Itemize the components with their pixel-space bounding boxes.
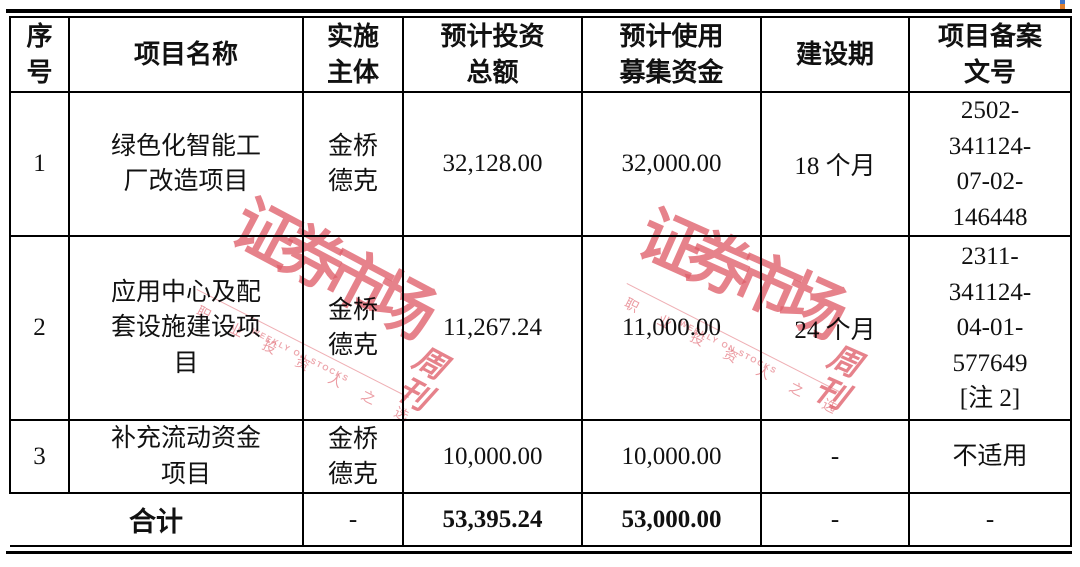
table-top-rule — [6, 9, 1072, 13]
header-total-investment: 预计投资 总额 — [402, 16, 583, 93]
cell-total-label: 合计 — [10, 492, 304, 547]
cell-raised-funds: 53,000.00 — [581, 492, 762, 547]
cell-period: 24 个月 — [760, 235, 910, 421]
table-total-row: 合计 - 53,395.24 53,000.00 - - — [10, 492, 1072, 547]
cell-project-name: 绿色化智能工 厂改造项目 — [68, 91, 304, 237]
cell-filing-no: 2311- 341124- 04-01- 577649 [注 2] — [908, 235, 1072, 421]
cell-total-investment: 11,267.24 — [402, 235, 583, 421]
cell-seq: 2 — [9, 235, 70, 421]
cell-project-name: 应用中心及配 套设施建设项 目 — [68, 235, 304, 421]
table-row: 1 绿色化智能工 厂改造项目 金桥 德克 32,128.00 32,000.00… — [9, 91, 1072, 237]
page-artifact — [1060, 0, 1065, 9]
header-project-name: 项目名称 — [68, 16, 304, 93]
cell-project-name: 补充流动资金 项目 — [68, 419, 304, 494]
table-bottom-rule — [6, 551, 1072, 554]
header-filing-no: 项目备案 文号 — [908, 16, 1072, 93]
cell-entity: 金桥 德克 — [302, 91, 404, 237]
cell-raised-funds: 32,000.00 — [581, 91, 762, 237]
header-raised-funds: 预计使用 募集资金 — [581, 16, 762, 93]
cell-filing-no: 2502- 341124- 07-02- 146448 — [908, 91, 1072, 237]
cell-total-investment: 10,000.00 — [402, 419, 583, 494]
cell-raised-funds: 11,000.00 — [581, 235, 762, 421]
cell-period: - — [760, 419, 910, 494]
cell-entity: 金桥 德克 — [302, 235, 404, 421]
cell-period: - — [760, 492, 910, 547]
table-row: 2 应用中心及配 套设施建设项 目 金桥 德克 11,267.24 11,000… — [9, 235, 1072, 421]
cell-entity: - — [302, 492, 404, 547]
header-period: 建设期 — [760, 16, 910, 93]
cell-total-investment: 53,395.24 — [402, 492, 583, 547]
table-header-row: 序 号 项目名称 实施 主体 预计投资 总额 预计使用 募集资金 建设期 项目备… — [9, 16, 1072, 93]
cell-raised-funds: 10,000.00 — [581, 419, 762, 494]
table-row: 3 补充流动资金 项目 金桥 德克 10,000.00 10,000.00 - … — [9, 419, 1072, 494]
cell-filing-no: - — [908, 492, 1072, 547]
fundraising-projects-table: 序 号 项目名称 实施 主体 预计投资 总额 预计使用 募集资金 建设期 项目备… — [9, 16, 1072, 547]
cell-entity: 金桥 德克 — [302, 419, 404, 494]
cell-period: 18 个月 — [760, 91, 910, 237]
cell-total-investment: 32,128.00 — [402, 91, 583, 237]
cell-filing-no: 不适用 — [908, 419, 1072, 494]
cell-seq: 3 — [9, 419, 70, 494]
header-entity: 实施 主体 — [302, 16, 404, 93]
cell-seq: 1 — [9, 91, 70, 237]
header-seq: 序 号 — [9, 16, 70, 93]
